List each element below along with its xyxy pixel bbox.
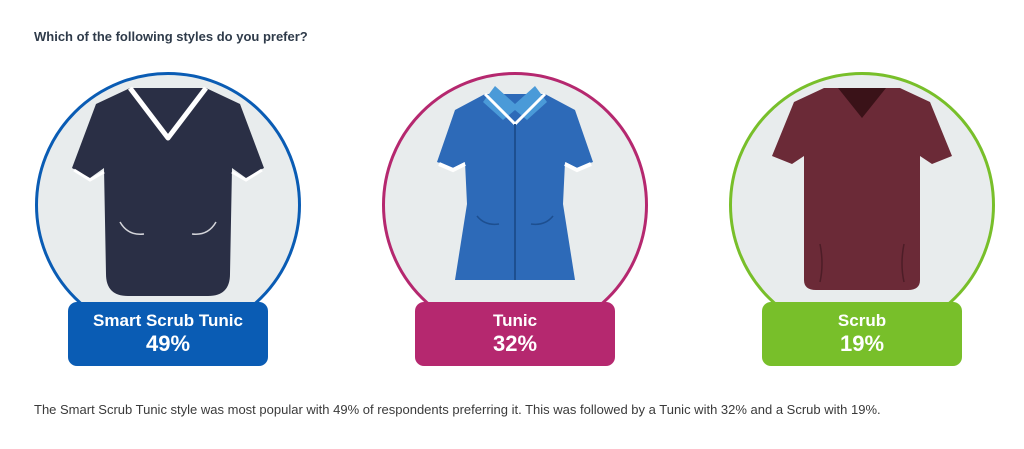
option-name: Tunic [492,311,538,330]
scrub-icon [772,88,952,290]
option-name: Smart Scrub Tunic [93,311,243,330]
option-label-box: Tunic 32% [415,302,615,366]
option-percent: 32% [492,331,538,356]
option-label-box: Smart Scrub Tunic 49% [68,302,268,366]
option-name: Scrub [837,311,887,330]
option-percent: 49% [145,331,191,356]
option-tunic: Tunic 32% [382,0,648,366]
question-title: Which of the following styles do you pre… [34,29,308,44]
option-label-box: Scrub 19% [762,302,962,366]
option-scrub: Scrub 19% [729,0,995,366]
option-smart-scrub-tunic: Smart Scrub Tunic 49% [35,0,301,366]
tunic-icon [437,86,593,280]
summary-text: The Smart Scrub Tunic style was most pop… [34,402,881,417]
option-percent: 19% [839,331,885,356]
smart-scrub-tunic-icon [72,86,264,296]
